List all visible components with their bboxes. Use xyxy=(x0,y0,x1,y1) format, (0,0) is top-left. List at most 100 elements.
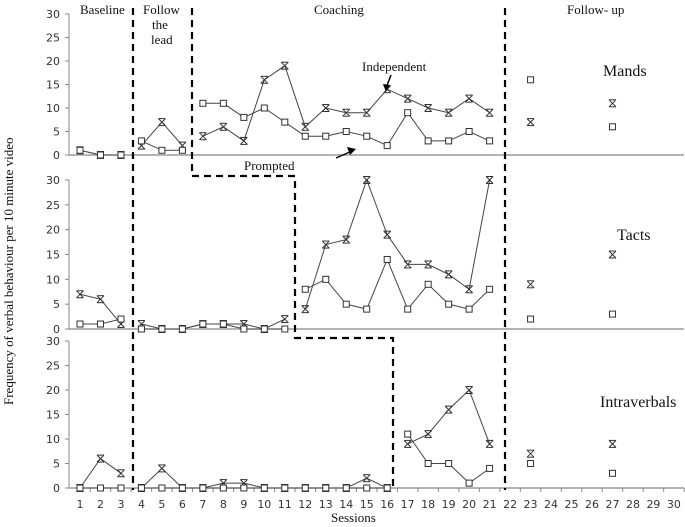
asterisk-marker xyxy=(465,386,473,394)
square-marker xyxy=(342,484,350,492)
asterisk-marker xyxy=(342,108,351,117)
square-marker xyxy=(76,320,84,328)
square-marker xyxy=(465,479,473,487)
x-tick-label: 19 xyxy=(442,498,456,511)
x-tick-label: 22 xyxy=(503,498,517,511)
y-tick-label: 25 xyxy=(46,32,60,45)
asterisk-marker xyxy=(260,75,269,84)
asterisk-marker xyxy=(96,295,105,304)
asterisk-marker xyxy=(158,118,166,127)
asterisk-marker xyxy=(608,99,617,108)
y-tick-label: 5 xyxy=(53,458,60,471)
asterisk-marker xyxy=(485,176,494,184)
asterisk-marker xyxy=(362,176,371,184)
x-tick-label: 2 xyxy=(97,498,104,511)
square-marker xyxy=(240,484,248,492)
x-tick-label: 10 xyxy=(257,498,271,511)
asterisk-marker xyxy=(465,94,473,103)
square-marker xyxy=(342,128,350,135)
square-marker xyxy=(486,464,494,472)
y-tick-label: 0 xyxy=(53,149,60,162)
x-tick-label: 25 xyxy=(565,498,579,511)
asterisk-marker xyxy=(76,290,84,299)
x-tick-label: 11 xyxy=(278,498,292,511)
asterisk-marker xyxy=(219,122,228,131)
y-tick-label: 10 xyxy=(46,433,60,446)
asterisk-marker xyxy=(199,132,207,141)
square-marker xyxy=(240,113,248,121)
phase-label-baseline: Baseline xyxy=(80,2,125,17)
arrow-icon-prompted xyxy=(335,147,356,159)
square-marker xyxy=(199,484,207,492)
square-marker xyxy=(404,305,412,313)
phase-label-follow-the-lead-1: Follow xyxy=(143,2,180,17)
x-tick-label: 29 xyxy=(646,498,660,511)
square-marker xyxy=(260,104,268,112)
x-tick-label: 6 xyxy=(179,498,186,511)
y-tick-label: 25 xyxy=(46,360,60,373)
asterisk-marker xyxy=(301,305,310,314)
square-marker xyxy=(445,300,453,308)
y-tick-label: 0 xyxy=(53,482,60,495)
x-tick-label: 27 xyxy=(605,498,619,511)
square-marker xyxy=(424,460,432,467)
x-tick-label: 23 xyxy=(524,498,538,511)
square-marker xyxy=(76,146,84,154)
square-marker xyxy=(527,315,535,323)
asterisk-marker xyxy=(158,464,166,473)
x-tick-label: 28 xyxy=(626,498,640,511)
x-axis-label: Sessions xyxy=(331,510,376,525)
asterisk-marker xyxy=(424,104,433,112)
square-marker xyxy=(219,99,227,107)
square-marker xyxy=(322,484,330,492)
square-marker xyxy=(486,285,494,293)
x-tick-label: 3 xyxy=(117,498,124,511)
x-tick-label: 15 xyxy=(360,498,374,511)
asterisk-marker xyxy=(383,230,392,239)
y-tick-label: 5 xyxy=(53,126,60,139)
x-tick-label: 4 xyxy=(138,498,145,511)
phase-label-coaching: Coaching xyxy=(314,2,364,17)
square-marker xyxy=(404,430,412,438)
phase-change-lines xyxy=(131,8,507,490)
x-tick-label: 14 xyxy=(339,498,353,511)
square-marker xyxy=(383,255,391,263)
y-tick-label: 30 xyxy=(46,174,60,187)
asterisk-marker xyxy=(608,250,617,259)
square-marker xyxy=(158,146,166,154)
square-marker xyxy=(137,137,145,145)
square-marker xyxy=(240,325,248,333)
square-marker xyxy=(281,484,289,492)
y-axis-label: Frequency of verbal behaviour per 10 min… xyxy=(1,138,16,406)
square-marker xyxy=(342,300,350,308)
annotation-independent: Independent xyxy=(362,59,427,74)
square-marker xyxy=(96,320,104,328)
x-tick-label: 8 xyxy=(220,498,227,511)
square-marker xyxy=(219,320,227,328)
asterisk-marker xyxy=(280,61,289,70)
square-marker xyxy=(322,275,330,283)
square-marker xyxy=(465,305,473,313)
square-marker xyxy=(301,285,309,293)
square-marker xyxy=(117,484,125,492)
square-marker xyxy=(383,142,391,150)
data-series xyxy=(76,61,617,492)
square-marker xyxy=(424,137,432,145)
square-marker xyxy=(363,305,371,313)
asterisk-marker xyxy=(403,94,412,103)
asterisk-marker xyxy=(526,118,535,127)
x-tick-label: 18 xyxy=(421,498,435,511)
x-tick-label: 17 xyxy=(401,498,415,511)
asterisk-marker xyxy=(526,449,535,458)
x-tick-label: 9 xyxy=(240,498,247,511)
y-tick-label: 0 xyxy=(53,323,60,336)
asterisk-marker xyxy=(444,405,453,414)
asterisk-marker xyxy=(485,108,494,117)
square-marker xyxy=(158,325,166,333)
asterisk-marker xyxy=(444,270,453,279)
square-marker xyxy=(199,320,207,328)
asterisk-marker xyxy=(117,469,125,478)
square-marker xyxy=(301,484,309,492)
